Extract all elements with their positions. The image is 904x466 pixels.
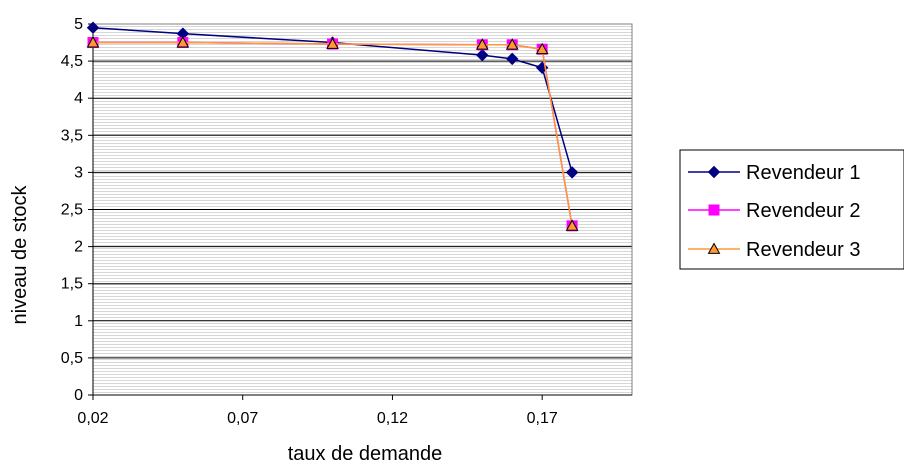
y-tick-label: 2,5 [61,202,83,219]
y-tick-label: 3 [74,164,83,181]
series-layer [86,21,579,232]
legend-marker [707,242,721,254]
y-tick-label: 0,5 [61,350,83,367]
data-point [326,37,339,49]
data-point [505,38,519,50]
y-tick-label: 3,5 [61,127,83,144]
data-point [176,36,190,48]
legend-label: Revendeur 1 [746,162,861,184]
legend-label: Revendeur 2 [746,200,861,222]
y-tick-label: 1,5 [61,276,83,293]
data-point [535,42,549,55]
x-axis: 0,02 0,07 0,12 0,17 [77,394,632,427]
x-tick-label: 0,12 [377,410,408,427]
legend-marker [707,165,721,179]
y-tick-label: 0 [74,387,83,404]
legend: Revendeur 1 Revendeur 2 Revendeur 3 [679,149,904,270]
x-tick-label: 0,07 [227,410,258,427]
data-point [86,21,100,34]
y-tick-label: 4,5 [61,53,83,70]
data-point [565,219,579,231]
legend-marker [708,204,720,216]
y-tick-label: 2 [74,239,83,256]
x-tick-label: 0,02 [77,410,108,427]
y-axis: 0 0,5 1 1,5 2 2,5 3 3,5 4 4,5 5 [61,16,94,404]
data-point [476,48,489,62]
y-tick-label: 5 [74,16,83,33]
y-tick-label: 4 [74,90,83,107]
data-point [565,166,579,179]
y-axis-title: niveau de stock [9,185,31,325]
data-point [475,38,489,50]
x-tick-label: 0,17 [527,410,558,427]
legend-label: Revendeur 3 [746,239,861,261]
series-3 [86,36,579,231]
data-point [86,36,100,48]
data-point [506,52,519,66]
y-tick-label: 1 [74,313,83,330]
x-axis-title: taux de demande [288,443,443,465]
